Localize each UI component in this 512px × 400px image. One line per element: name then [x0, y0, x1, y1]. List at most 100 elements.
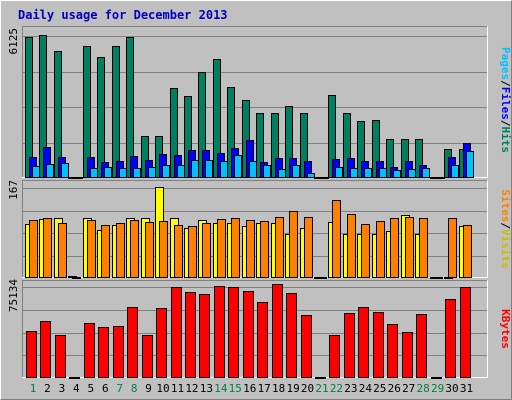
- day-label: 1: [30, 382, 37, 395]
- bar-sites: [217, 219, 226, 278]
- bar-sites: [188, 226, 197, 278]
- bar-hits: [466, 151, 474, 178]
- bar-hits: [307, 173, 315, 178]
- day-label: 9: [145, 382, 152, 395]
- day-label: 17: [258, 382, 271, 395]
- bar-kbytes: [142, 335, 153, 378]
- bar-hits: [75, 177, 83, 179]
- bar-hits: [422, 168, 430, 178]
- bar-sites: [434, 277, 443, 279]
- day-label: 29: [431, 382, 444, 395]
- bar-sites: [318, 277, 327, 279]
- bar-sites: [275, 217, 284, 278]
- bar-hits: [451, 165, 459, 178]
- day-label: 28: [417, 382, 430, 395]
- day-label: 6: [102, 382, 109, 395]
- bar-hits: [408, 169, 416, 178]
- bar-sites: [289, 211, 298, 278]
- bar-hits: [162, 165, 170, 178]
- bar-sites: [304, 217, 313, 278]
- bar-kbytes: [214, 286, 225, 378]
- bar-sites: [231, 218, 240, 278]
- bar-hits: [177, 165, 185, 178]
- day-label: 19: [286, 382, 299, 395]
- bar-hits: [205, 160, 213, 178]
- day-label: 23: [344, 382, 357, 395]
- legend-hits: Hits: [499, 127, 512, 154]
- bar-sites: [361, 224, 370, 278]
- bar-kbytes: [69, 377, 80, 379]
- bar-kbytes: [358, 307, 369, 378]
- bar-sites: [202, 223, 211, 278]
- bar-pages: [112, 46, 120, 178]
- day-label: 8: [131, 382, 138, 395]
- bar-hits: [350, 168, 358, 178]
- bar-kbytes: [315, 377, 326, 379]
- legend-visits-sites: Sites/Visits: [499, 189, 512, 269]
- bar-hits: [393, 170, 401, 178]
- day-label: 25: [373, 382, 386, 395]
- bar-hits: [119, 168, 127, 178]
- bar-hits: [263, 165, 271, 178]
- bar-sites: [174, 225, 183, 278]
- bar-sites: [405, 217, 414, 278]
- day-label: 22: [330, 382, 343, 395]
- bar-hits: [335, 167, 343, 178]
- bar-kbytes: [156, 308, 167, 378]
- bar-hits: [364, 168, 372, 178]
- legend-pages: Pages: [499, 47, 512, 80]
- bar-hits: [278, 169, 286, 178]
- day-label: 13: [200, 382, 213, 395]
- bar-hits: [249, 161, 257, 178]
- bar-kbytes: [460, 287, 471, 378]
- bar-sites: [87, 220, 96, 278]
- bar-hits: [32, 166, 40, 178]
- legend-sep: /: [499, 80, 512, 87]
- bar-kbytes: [373, 312, 384, 378]
- day-label: 7: [116, 382, 123, 395]
- chart-title: Daily usage for December 2013: [18, 8, 228, 22]
- bar-sites: [130, 220, 139, 278]
- day-label: 12: [185, 382, 198, 395]
- bar-sites: [419, 218, 428, 278]
- bar-sites: [390, 218, 399, 278]
- bar-sites: [463, 225, 472, 278]
- bar-sites: [332, 200, 341, 278]
- bar-sites: [246, 220, 255, 278]
- bar-sites: [260, 221, 269, 278]
- day-label: 24: [359, 382, 373, 395]
- day-label: 5: [87, 382, 94, 395]
- day-label: 10: [156, 382, 169, 395]
- day-label: 3: [59, 382, 66, 395]
- bar-hits: [220, 161, 228, 178]
- day-label: 21: [315, 382, 328, 395]
- bar-hits: [191, 160, 199, 178]
- bar-kbytes: [329, 335, 340, 378]
- day-label: 20: [301, 382, 314, 395]
- bar-sites: [101, 225, 110, 278]
- bar-hits: [321, 177, 329, 179]
- legend-hits-files-pages: Pages/Files/Hits: [499, 47, 512, 153]
- day-label: 4: [73, 382, 80, 395]
- bar-kbytes: [55, 335, 66, 378]
- legend-kbytes: KBytes: [499, 309, 512, 349]
- day-label: 15: [229, 382, 242, 395]
- bar-sites: [376, 221, 385, 278]
- bar-kbytes: [402, 332, 413, 378]
- legend-kbytes: KBytes: [499, 309, 512, 349]
- day-label: 11: [171, 382, 184, 395]
- bar-kbytes: [199, 294, 210, 378]
- bar-hits: [61, 163, 69, 178]
- day-label: 14: [214, 382, 228, 395]
- bar-hits: [133, 168, 141, 178]
- legend-files: Files: [499, 87, 512, 120]
- bar-kbytes: [416, 314, 427, 378]
- bar-kbytes: [26, 331, 37, 378]
- bar-kbytes: [387, 324, 398, 378]
- bar-kbytes: [171, 287, 182, 378]
- legend-sep: /: [499, 120, 512, 127]
- day-label: 16: [243, 382, 256, 395]
- day-label: 30: [445, 382, 458, 395]
- legend-visits: Visits: [499, 229, 512, 269]
